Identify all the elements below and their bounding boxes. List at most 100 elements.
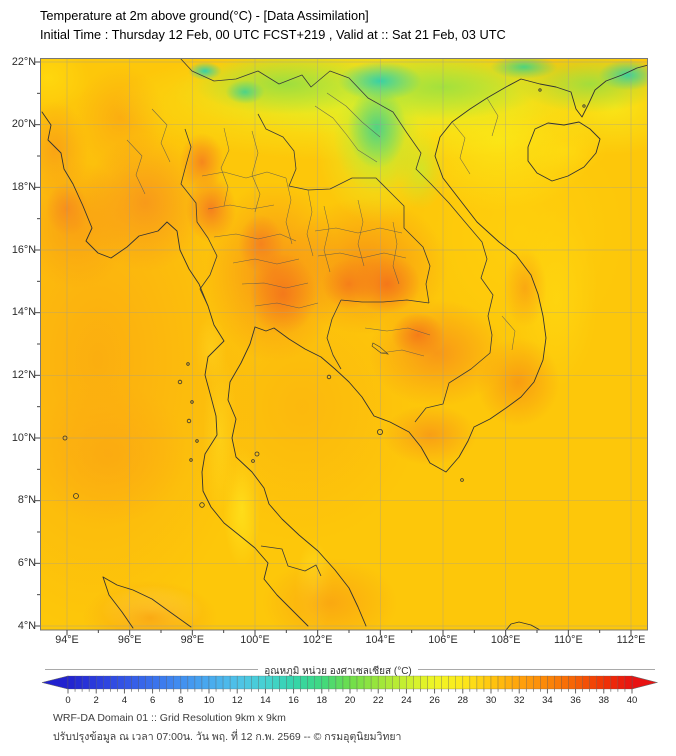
colorbar-cell xyxy=(434,675,442,690)
footer-block: WRF-DA Domain 01 :: Grid Resolution 9km … xyxy=(53,709,401,747)
colorbar-cell xyxy=(194,675,203,690)
colorbar-tick-label: 40 xyxy=(627,695,638,706)
colorbar-cell xyxy=(110,675,118,690)
footer-update-info: ปรับปรุงข้อมูล ณ เวลา 07:00น. วัน พฤ. ที… xyxy=(53,731,402,743)
colorbar-cell xyxy=(180,675,189,690)
colorbar-cell xyxy=(603,675,612,690)
map-title: Temperature at 2m above ground(°C) - [Da… xyxy=(40,8,369,23)
colorbar-cell xyxy=(67,675,76,690)
colorbar-cell xyxy=(117,675,125,690)
colorbar-cell xyxy=(321,675,330,690)
colorbar-cell xyxy=(526,675,534,690)
colorbar-cell xyxy=(215,675,224,690)
colorbar-cell xyxy=(293,675,301,690)
colorbar-cell xyxy=(420,675,428,690)
colorbar-cell xyxy=(201,675,210,690)
colorbar-cell xyxy=(370,675,379,690)
colorbar-cell xyxy=(166,675,174,690)
colorbar-cell xyxy=(95,675,104,690)
colorbar-title: อุณหภูมิ หน่วย องศาเซลเซียส (°C) xyxy=(0,661,676,679)
colorbar-cell xyxy=(208,675,217,690)
lat-tick-label: 4°N xyxy=(17,619,36,632)
colorbar-tick-label: 12 xyxy=(232,695,243,706)
colorbar-cell xyxy=(251,675,259,690)
colorbar-cell xyxy=(88,675,97,690)
colorbar-cell xyxy=(272,675,280,690)
colorbar-cell xyxy=(349,675,358,690)
colorbar-tick-label: 24 xyxy=(401,695,412,706)
colorbar-tick-label: 2 xyxy=(94,695,99,706)
lon-tick-label: 102°E xyxy=(302,634,333,646)
colorbar-tick-label: 6 xyxy=(150,695,155,706)
colorbar-right-arrow xyxy=(631,675,659,690)
colorbar-cell xyxy=(314,675,323,690)
colorbar-tick-label: 4 xyxy=(122,695,127,706)
colorbar-cell xyxy=(483,675,492,690)
colorbar-cell xyxy=(476,675,485,690)
lon-tick-label: 106°E xyxy=(428,634,458,646)
colorbar: 0 2 4 6 8 10 12 14 16 18 20 22 24 26 28 30 32 34 36 38 40 xyxy=(41,675,659,706)
temperature-field xyxy=(40,58,648,630)
lat-tick-label: 6°N xyxy=(17,556,36,569)
colorbar-cell xyxy=(540,675,548,690)
colorbar-tick-label: 32 xyxy=(514,695,525,706)
colorbar-cell xyxy=(145,675,153,690)
colorbar-cell xyxy=(335,675,344,690)
colorbar-tick-label: 0 xyxy=(65,695,70,706)
lon-tick-label: 112°E xyxy=(616,634,646,646)
lon-tick-label: 110°E xyxy=(553,634,583,646)
colorbar-cell xyxy=(511,675,520,690)
colorbar-cell xyxy=(568,675,576,690)
colorbar-cell xyxy=(244,675,252,690)
colorbar-tick-label: 26 xyxy=(429,695,440,706)
colorbar-cell xyxy=(441,675,449,690)
colorbar-cell xyxy=(518,675,527,690)
colorbar-cell xyxy=(617,675,626,690)
lon-tick-label: 94°E xyxy=(55,634,79,646)
colorbar-cell xyxy=(124,675,132,690)
colorbar-cell xyxy=(342,675,351,690)
colorbar-cell xyxy=(399,675,407,690)
colorbar-cell xyxy=(300,675,308,690)
colorbar-cell xyxy=(173,675,182,690)
colorbar-cell xyxy=(624,675,633,690)
colorbar-cell xyxy=(307,675,316,690)
colorbar-cell xyxy=(547,675,555,690)
colorbar-cell xyxy=(152,675,160,690)
colorbar-cell xyxy=(159,675,167,690)
colorbar-cell xyxy=(448,675,457,690)
colorbar-cell xyxy=(533,675,541,690)
colorbar-cell xyxy=(286,675,294,690)
colorbar-tick-label: 10 xyxy=(204,695,215,706)
colorbar-tick-label: 18 xyxy=(317,695,328,706)
colorbar-cell xyxy=(589,675,598,690)
colorbar-tick-label: 36 xyxy=(570,695,581,706)
colorbar-cell xyxy=(74,675,83,690)
lat-tick-label: 8°N xyxy=(17,494,36,507)
colorbar-tick-label: 8 xyxy=(178,695,183,706)
colorbar-cell xyxy=(406,675,414,690)
colorbar-cell xyxy=(265,675,273,690)
colorbar-left-arrow xyxy=(41,675,69,690)
colorbar-cell xyxy=(427,675,435,690)
colorbar-cell xyxy=(497,675,506,690)
colorbar-cell xyxy=(610,675,619,690)
colorbar-cell xyxy=(138,675,146,690)
footer-model-info: WRF-DA Domain 01 :: Grid Resolution 9km … xyxy=(53,712,286,724)
lat-tick-label: 22°N xyxy=(11,55,36,68)
colorbar-tick-label: 34 xyxy=(542,695,553,706)
colorbar-cell xyxy=(229,675,238,690)
colorbar-cell xyxy=(490,675,499,690)
colorbar-tick-label: 22 xyxy=(373,695,384,706)
colorbar-tick-label: 14 xyxy=(260,695,271,706)
colorbar-cell xyxy=(392,675,400,690)
colorbar-cell xyxy=(103,675,111,690)
lat-tick-label: 16°N xyxy=(11,243,36,256)
colorbar-cell xyxy=(455,675,464,690)
lat-tick-label: 14°N xyxy=(11,306,36,319)
colorbar-cell xyxy=(236,675,245,690)
colorbar-title-text: อุณหภูมิ หน่วย องศาเซลเซียส (°C) xyxy=(258,666,418,677)
lat-tick-label: 12°N xyxy=(11,368,36,381)
colorbar-cell xyxy=(222,675,231,690)
